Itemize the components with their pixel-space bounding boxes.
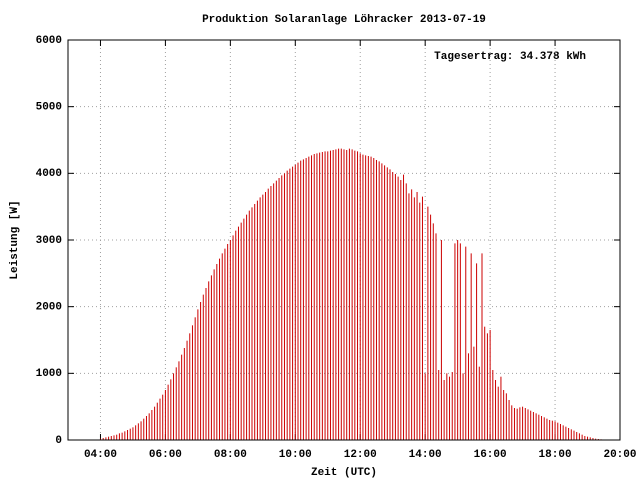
x-tick-label: 14:00 xyxy=(409,449,442,461)
x-tick-label: 20:00 xyxy=(603,449,636,461)
x-tick-label: 06:00 xyxy=(149,449,182,461)
chart-title: Produktion Solaranlage Löhracker 2013-07… xyxy=(202,14,486,26)
annotation: Tagesertrag: 34.378 kWh xyxy=(434,51,586,63)
y-tick-label: 2000 xyxy=(36,302,62,314)
x-tick-label: 04:00 xyxy=(84,449,117,461)
y-tick-label: 4000 xyxy=(36,168,62,180)
y-tick-label: 6000 xyxy=(36,35,62,47)
plot-border xyxy=(67,39,621,441)
x-tick-label: 16:00 xyxy=(474,449,507,461)
x-tick-label: 12:00 xyxy=(344,449,377,461)
y-tick-label: 1000 xyxy=(36,368,62,380)
y-tick-label: 5000 xyxy=(36,102,62,114)
y-tick-label: 3000 xyxy=(36,235,62,247)
x-tick-label: 08:00 xyxy=(214,449,247,461)
x-tick-label: 18:00 xyxy=(539,449,572,461)
x-tick-label: 10:00 xyxy=(279,449,312,461)
y-axis-label: Leistung [W] xyxy=(9,200,21,279)
y-tick-label: 0 xyxy=(55,435,62,447)
x-axis-label: Zeit (UTC) xyxy=(311,467,377,479)
